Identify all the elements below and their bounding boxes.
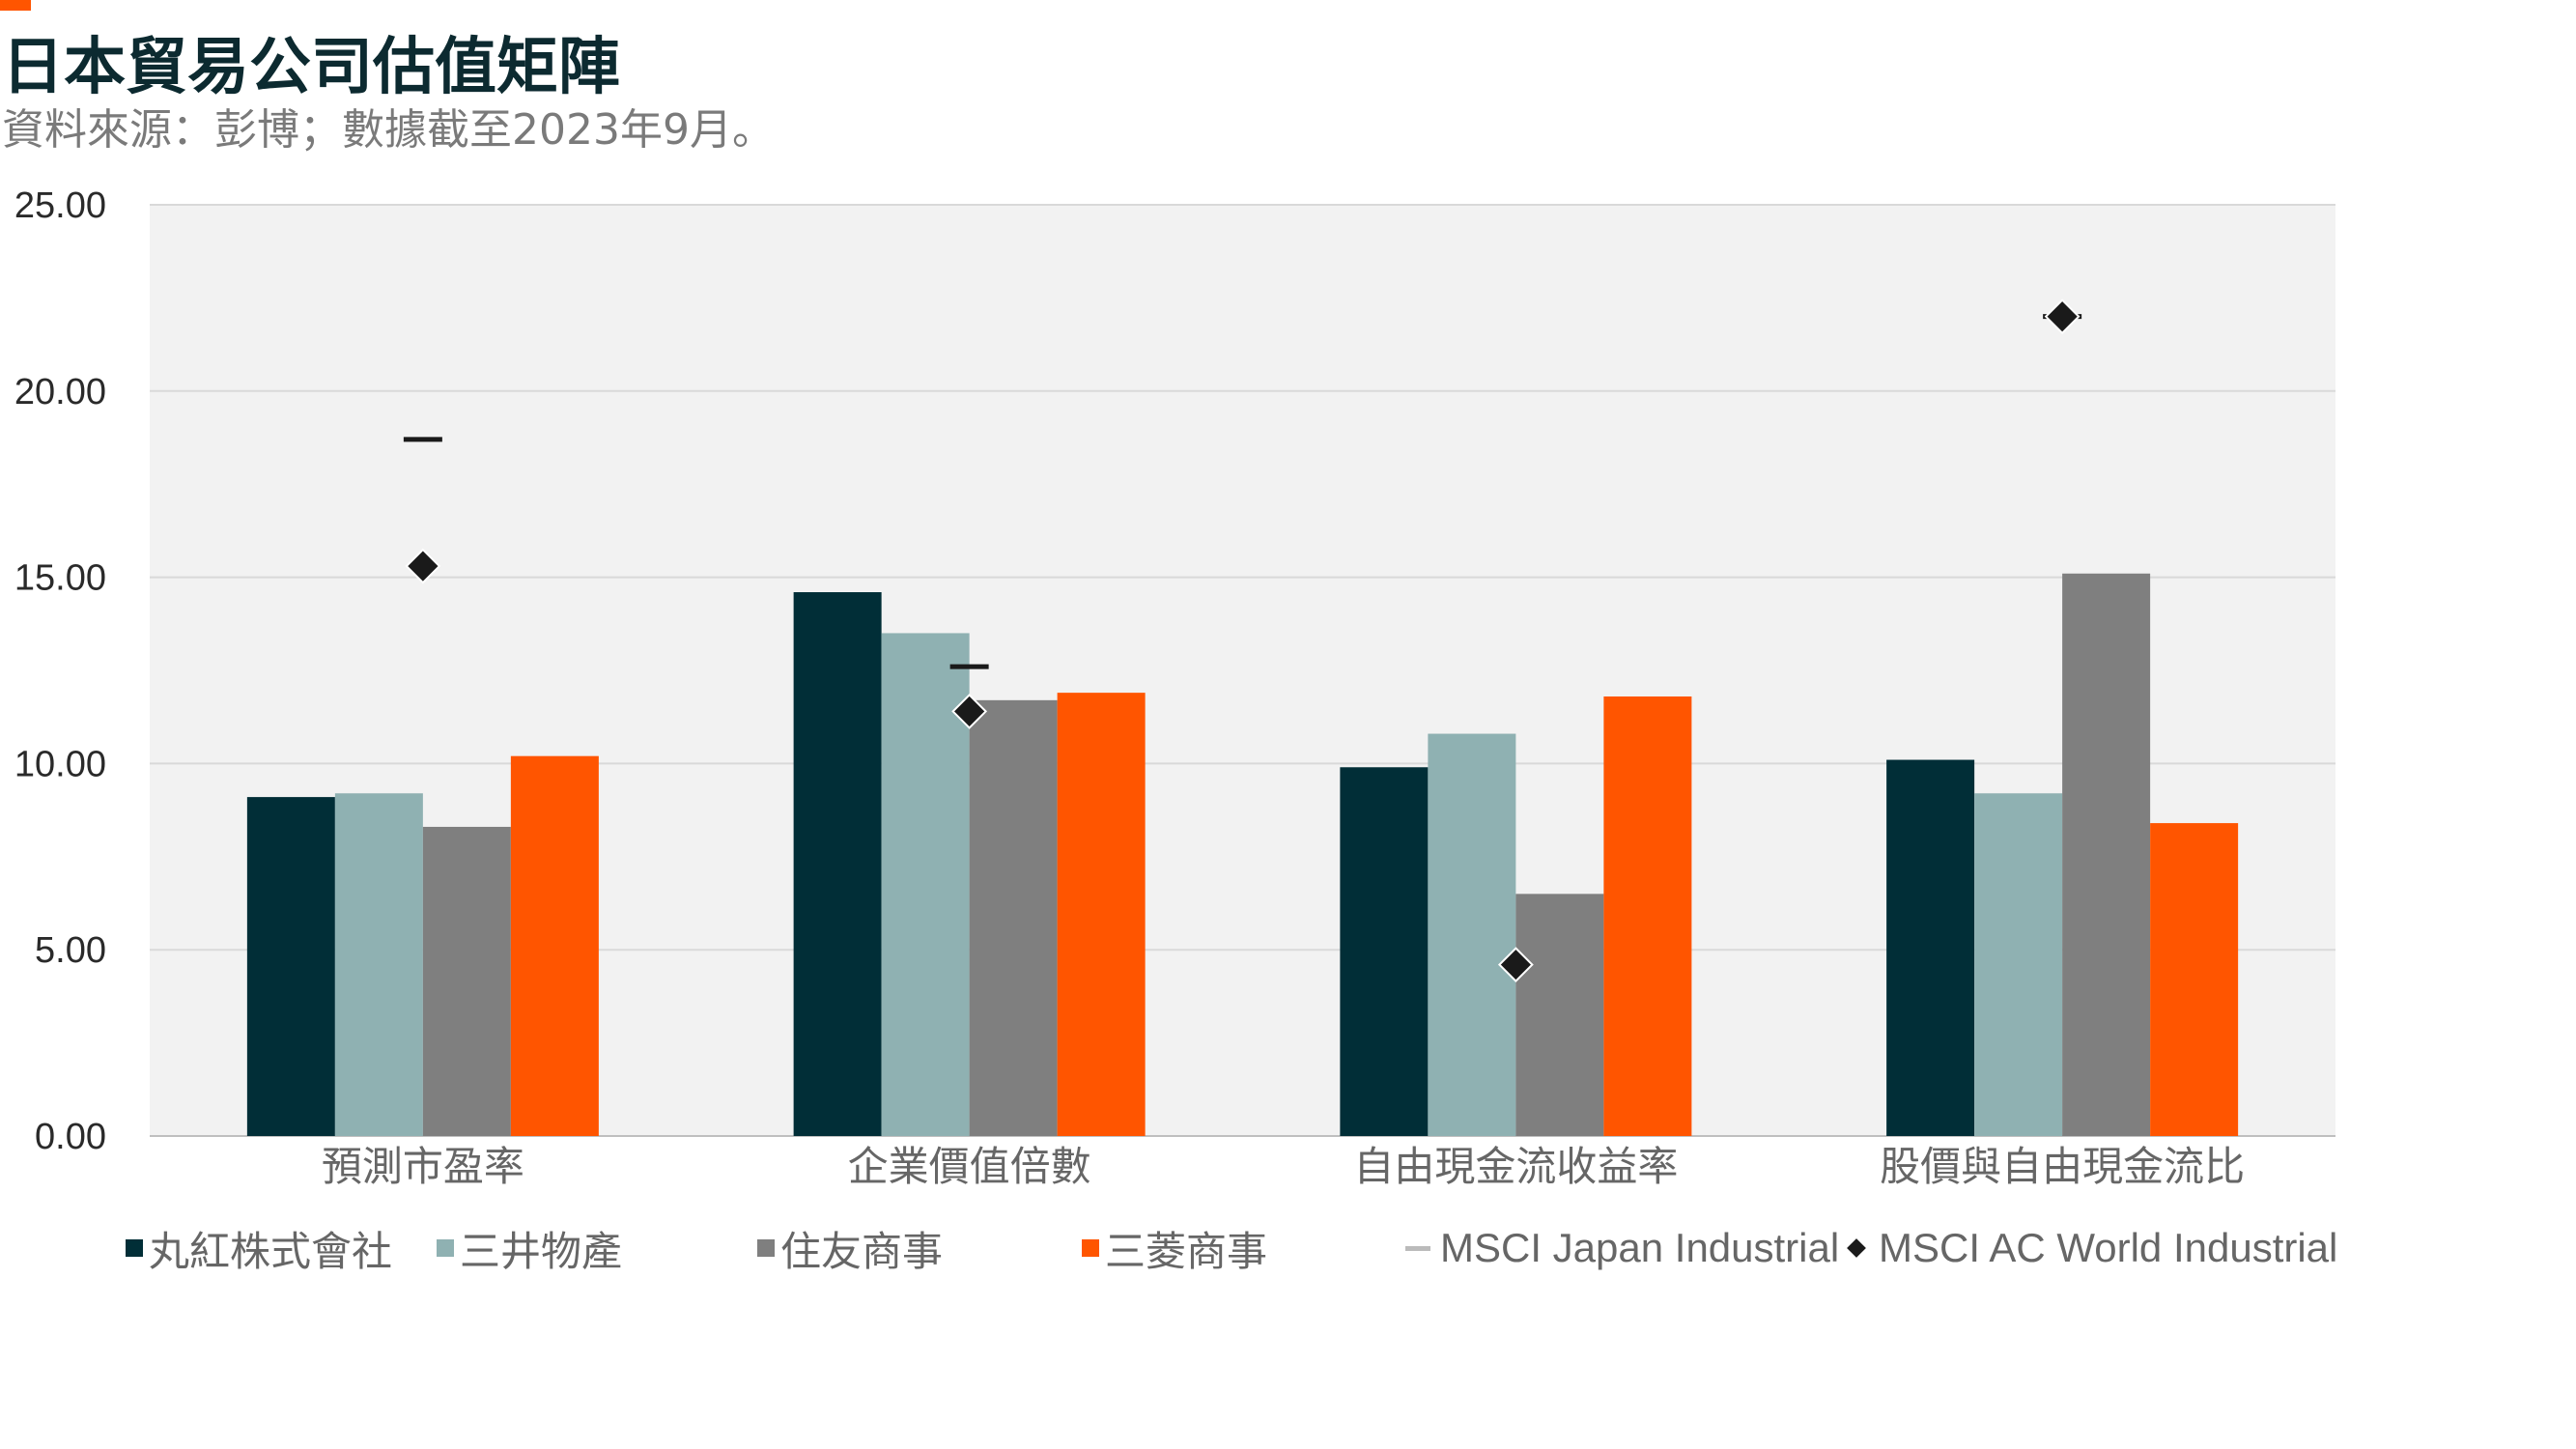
bar — [510, 755, 599, 1136]
x-category-label: 股價與自由現金流比 — [1880, 1143, 2245, 1190]
bar — [1974, 793, 2063, 1136]
bar — [881, 633, 970, 1136]
accent-bar — [0, 0, 31, 11]
chart-title: 日本貿易公司估值矩陣 — [2, 32, 620, 103]
legend-marker — [1405, 1245, 1430, 1251]
bar — [1515, 894, 1604, 1136]
y-tick-label: 0.00 — [35, 1117, 106, 1157]
bar — [1057, 693, 1146, 1136]
bar — [1603, 696, 1692, 1136]
x-category-label: 自由現金流收益率 — [1353, 1143, 1678, 1190]
bar — [793, 592, 882, 1136]
legend-item: 住友商事 — [757, 1219, 943, 1277]
legend-marker — [1082, 1239, 1099, 1257]
legend-item: 丸紅株式會社 — [126, 1219, 392, 1277]
legend-item: 三菱商事 — [1082, 1219, 1267, 1277]
legend-marker — [437, 1239, 454, 1257]
bar — [422, 826, 511, 1136]
y-axis-ticks: 0.00 5.00 10.00 15.00 20.00 25.00 — [14, 185, 106, 1157]
legend-item: 三井物產 — [437, 1219, 622, 1277]
legend-label: 丸紅株式會社 — [149, 1227, 393, 1275]
bar — [246, 797, 335, 1136]
y-tick-label: 10.00 — [14, 744, 106, 784]
legend-label: MSCI AC World Industrial — [1879, 1225, 2338, 1270]
msci-world-marker — [405, 548, 441, 584]
legend-marker — [126, 1239, 143, 1257]
msci-world-marker — [2044, 298, 2081, 335]
y-tick-label: 20.00 — [14, 372, 106, 412]
legend: 丸紅株式會社 三井物產 住友商事 三菱商事 MSCI Japan Industrial M… — [126, 1219, 2424, 1277]
markers — [403, 298, 2082, 983]
x-category-label: 企業價值倍數 — [848, 1143, 1091, 1190]
legend-label: 三井物產 — [460, 1227, 623, 1275]
y-tick-label: 15.00 — [14, 558, 106, 599]
x-category-label: 預測市盈率 — [322, 1143, 524, 1190]
chart-source-note: 資料來源：彭博；數據截至2023年9月。 — [2, 105, 775, 155]
bar — [1340, 767, 1429, 1136]
legend-item: MSCI Japan Industrial — [1405, 1219, 1839, 1277]
legend-label: 住友商事 — [780, 1227, 944, 1275]
y-tick-label: 25.00 — [14, 185, 106, 226]
msci-world-marker — [951, 694, 988, 729]
bar — [1428, 733, 1516, 1136]
bar — [969, 699, 1058, 1136]
x-axis-labels: 預測市盈率 企業價值倍數 自由現金流收益率 股價與自由現金流比 — [322, 1143, 2245, 1190]
bar — [334, 793, 423, 1136]
legend-item: MSCI AC World Industrial — [1847, 1219, 2338, 1277]
bar — [2150, 823, 2239, 1136]
bars — [246, 573, 2239, 1136]
y-tick-label: 5.00 — [35, 930, 106, 971]
legend-label: 三菱商事 — [1105, 1227, 1268, 1275]
legend-label: MSCI Japan Industrial — [1440, 1225, 1840, 1270]
legend-marker — [757, 1239, 775, 1257]
legend-marker — [1847, 1238, 1866, 1258]
bar — [2062, 573, 2151, 1136]
bar — [1886, 759, 1975, 1136]
msci-world-marker — [1497, 947, 1534, 983]
